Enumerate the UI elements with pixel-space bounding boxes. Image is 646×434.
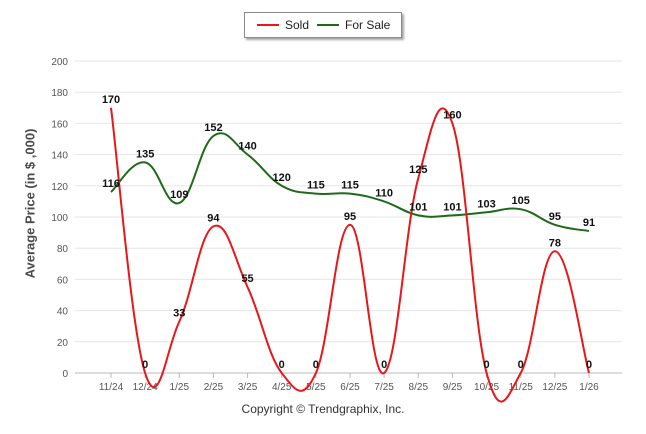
legend-label-sold: Sold: [285, 18, 310, 32]
data-label-for-sale: 91: [583, 217, 595, 229]
data-label-sold: 78: [549, 237, 561, 249]
x-axis-ticks: 11/24 12/24 1/25 2/25 3/25 4/25 5/25 6/25 7/25 8/…: [99, 373, 599, 393]
y-tick-label: 160: [51, 119, 68, 130]
series-line-for-sale: [110, 132, 590, 232]
data-label-sold: 0: [279, 359, 285, 371]
copyright-text: Copyright © Trendgraphix, Inc.: [241, 402, 405, 416]
data-label-for-sale: 115: [307, 180, 325, 192]
x-tick-label: 12/25: [542, 382, 567, 393]
x-tick-label: 11/24: [99, 382, 124, 393]
y-tick-label: 120: [51, 182, 68, 193]
data-labels: 170 0 33 94 55 0 0 95 0 125 160 0 0 78 0 116 135 109 152 14…: [102, 94, 595, 371]
data-label-for-sale: 115: [341, 180, 359, 192]
x-tick-label: 10/25: [474, 382, 499, 393]
series-line-sold: [110, 107, 590, 403]
y-tick-label: 60: [57, 275, 69, 286]
data-label-for-sale: 120: [273, 172, 291, 184]
series-lines: [110, 107, 590, 403]
y-tick-label: 200: [51, 57, 68, 68]
x-tick-label: 3/25: [238, 382, 258, 393]
data-label-sold: 170: [102, 94, 120, 106]
data-label-for-sale: 140: [238, 141, 256, 153]
x-tick-label: 8/25: [409, 382, 429, 393]
data-label-sold: 0: [518, 359, 524, 371]
x-tick-label: 7/25: [374, 382, 394, 393]
data-label-for-sale: 116: [102, 178, 120, 190]
x-tick-label: 2/25: [204, 382, 224, 393]
data-label-sold: 95: [344, 211, 356, 223]
legend-label-for-sale: For Sale: [345, 18, 391, 32]
x-tick-label: 9/25: [443, 382, 463, 393]
data-label-for-sale: 109: [170, 189, 188, 201]
y-tick-label: 180: [51, 88, 68, 99]
data-label-for-sale: 95: [549, 211, 561, 223]
data-label-sold: 0: [313, 359, 319, 371]
legend-swatch-for-sale: [317, 24, 339, 26]
data-label-for-sale: 110: [375, 187, 393, 199]
x-tick-label: 12/24: [133, 382, 158, 393]
data-label-sold: 0: [586, 359, 592, 371]
data-label-sold: 125: [409, 164, 427, 176]
data-label-sold: 0: [381, 359, 387, 371]
data-label-for-sale: 152: [204, 122, 222, 134]
x-tick-label: 5/25: [306, 382, 326, 393]
y-tick-label: 140: [51, 151, 68, 162]
data-label-sold: 94: [207, 212, 220, 224]
data-label-sold: 33: [173, 308, 185, 320]
x-tick-label: 1/25: [170, 382, 190, 393]
y-tick-label: 0: [62, 369, 68, 380]
x-tick-label: 11/25: [509, 382, 534, 393]
legend: Sold For Sale: [244, 12, 402, 38]
data-label-for-sale: 135: [136, 148, 154, 160]
data-label-sold: 0: [142, 359, 148, 371]
grid-lines: [75, 60, 622, 374]
y-tick-label: 100: [51, 213, 68, 224]
x-tick-label: 4/25: [272, 382, 292, 393]
data-label-sold: 55: [241, 273, 253, 285]
y-tick-label: 20: [57, 338, 69, 349]
data-label-sold: 0: [484, 359, 490, 371]
x-tick-label: 1/26: [579, 382, 599, 393]
x-tick-label: 6/25: [340, 382, 360, 393]
data-label-for-sale: 103: [477, 198, 495, 210]
y-tick-label: 40: [57, 307, 69, 318]
y-tick-label: 80: [57, 244, 69, 255]
data-label-for-sale: 101: [443, 201, 461, 213]
data-label-for-sale: 101: [409, 201, 427, 213]
y-axis-ticks: 0 20 40 60 80 100 120 140 160 180 200: [51, 57, 68, 380]
data-label-sold: 160: [443, 109, 461, 121]
data-label-for-sale: 105: [512, 195, 530, 207]
legend-swatch-sold: [257, 24, 279, 26]
